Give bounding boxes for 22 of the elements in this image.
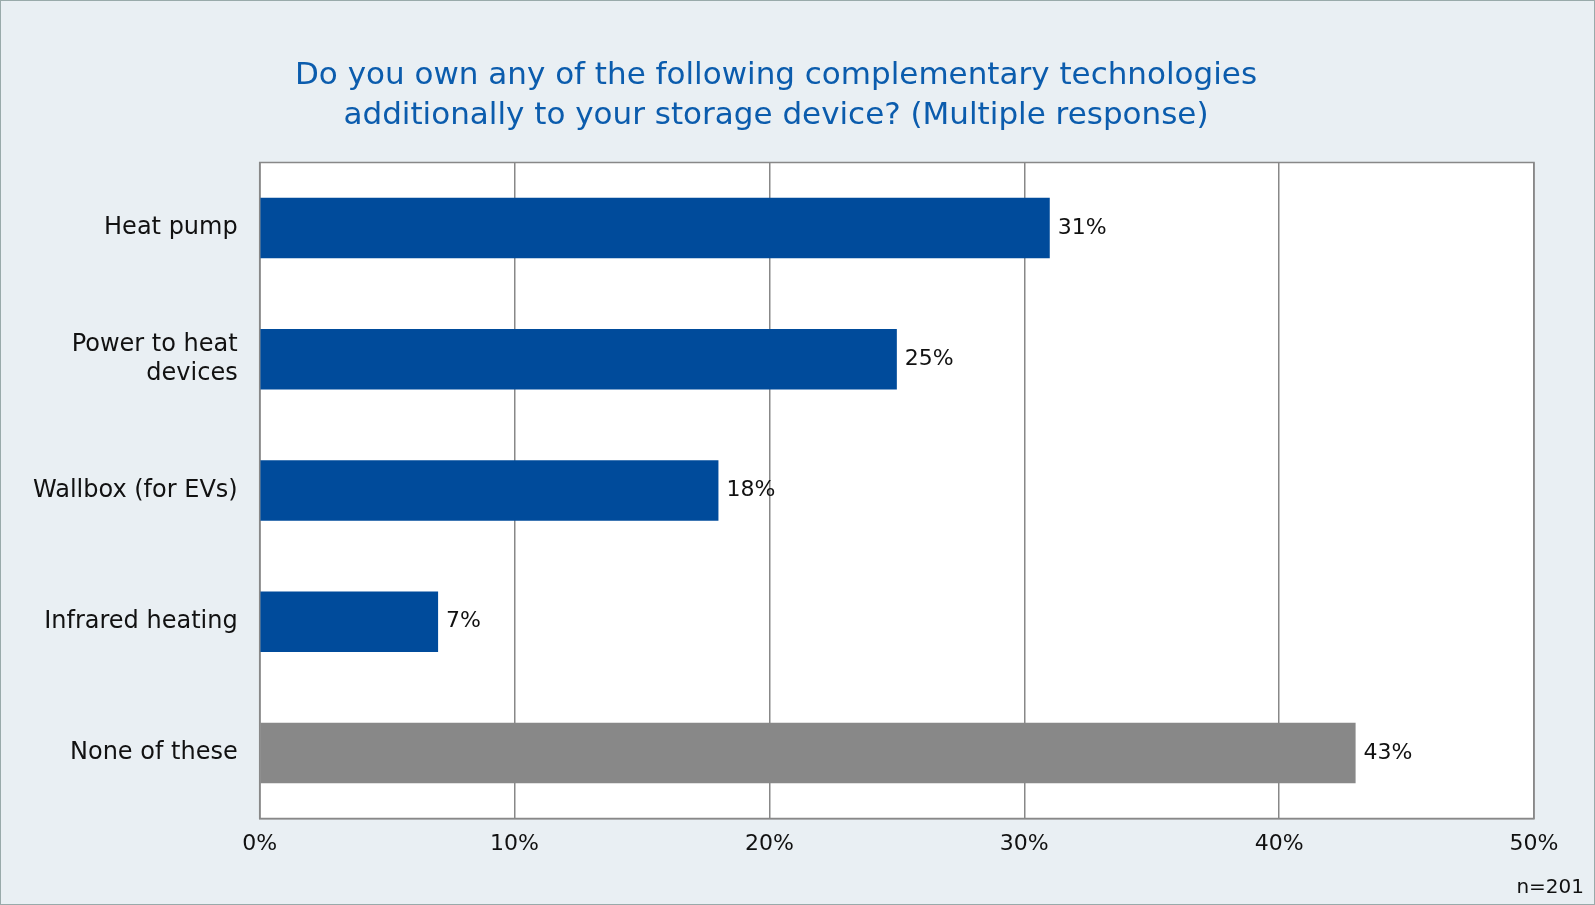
data-label: 43% (1363, 738, 1413, 764)
data-label: 7% (446, 607, 481, 633)
bar (260, 197, 1050, 259)
text: n=201 (1516, 874, 1584, 898)
y-tick-label: Wallbox (for EVs) (32, 474, 238, 503)
bar (260, 591, 439, 652)
y-tick-label: Infrared heating (44, 605, 238, 634)
chart-title: Do you own any of the following complementary technologies additionally to your storage device? (Multiple response) (293, 54, 1259, 133)
x-tick-label: 0% (242, 829, 278, 855)
x-tick-label: 50% (1509, 829, 1559, 855)
data-label: 18% (726, 476, 776, 502)
y-tick-label: Heat pump (104, 212, 238, 241)
bar (260, 329, 897, 390)
data-label: 31% (1057, 213, 1107, 239)
x-tick-label: 20% (744, 829, 794, 855)
bar (260, 460, 719, 521)
x-tick-label: 30% (999, 829, 1049, 855)
y-tick-label: Power to heat devices (71, 329, 238, 386)
data-label: 25% (904, 344, 954, 370)
x-tick-label: 10% (490, 829, 540, 855)
x-tick-label: 40% (1254, 829, 1304, 855)
y-tick-label: None of these (70, 737, 238, 766)
